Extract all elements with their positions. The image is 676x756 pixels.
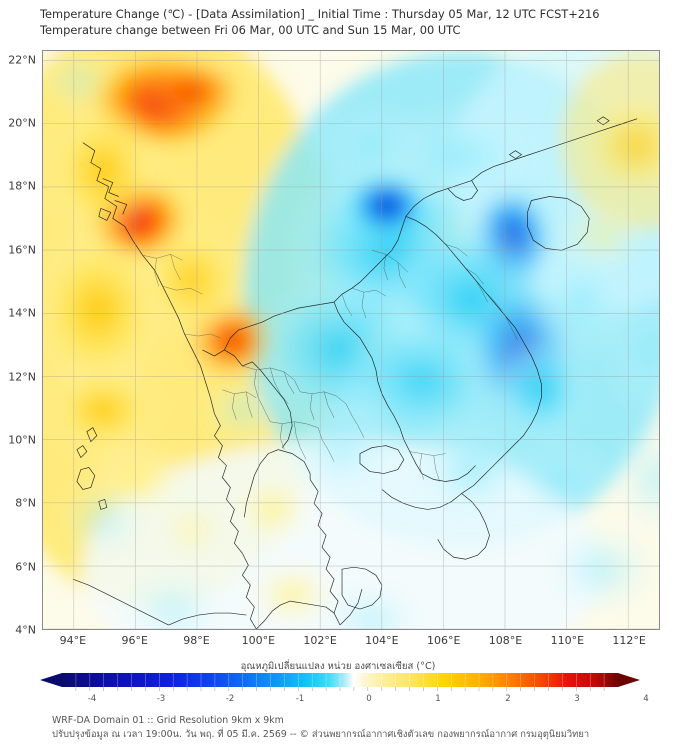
colorbar: [40, 671, 640, 695]
x-tick-108E: 108°E: [488, 634, 523, 647]
footer-line-1: WRF-DA Domain 01 :: Grid Resolution 9km …: [52, 715, 284, 726]
x-tick-104E: 104°E: [365, 634, 399, 647]
y-tick-10N: 10°N: [8, 433, 36, 447]
chart-title-block: Temperature Change (℃) - [Data Assimilat…: [40, 6, 670, 38]
y-tick-20N: 20°N: [8, 116, 36, 130]
title-line-1: Temperature Change (℃) - [Data Assimilat…: [40, 7, 600, 21]
colorbar-title: อุณหภูมิเปลี่ยนแปลง หน่วย องศาเซลเซียส (…: [240, 661, 436, 672]
x-tick-110E: 110°E: [550, 634, 585, 647]
x-tick-98E: 98°E: [183, 634, 210, 647]
x-tick-96E: 96°E: [121, 634, 148, 647]
y-tick-16N: 16°N: [8, 243, 36, 257]
cb-tick-1: 1: [435, 694, 441, 704]
colorbar-tick-labels: -4 -3 -2 -1 0 1 2 3 4: [0, 694, 676, 708]
y-tick-4N: 4°N: [15, 623, 36, 637]
x-tick-100E: 100°E: [241, 634, 276, 647]
y-tick-22N: 22°N: [8, 53, 36, 66]
x-tick-112E: 112°E: [612, 634, 646, 647]
y-tick-8N: 8°N: [15, 496, 36, 510]
cb-tick--2: -2: [225, 694, 235, 704]
cb-tick-2: 2: [505, 694, 511, 704]
y-tick-6N: 6°N: [15, 560, 36, 574]
x-tick-106E: 106°E: [426, 634, 461, 647]
cb-tick--4: -4: [87, 694, 97, 704]
y-axis: 22°N 20°N 18°N 16°N 14°N 12°N 10°N 8°N 6…: [0, 0, 42, 756]
cb-tick--1: -1: [295, 694, 305, 704]
footer-block: WRF-DA Domain 01 :: Grid Resolution 9km …: [52, 714, 672, 742]
cb-tick-3: 3: [574, 694, 580, 704]
cb-tick--3: -3: [156, 694, 166, 704]
y-tick-18N: 18°N: [8, 179, 36, 193]
x-tick-94E: 94°E: [59, 634, 87, 647]
colorbar-svg: [40, 673, 640, 691]
cb-tick-0: 0: [366, 694, 372, 704]
y-tick-14N: 14°N: [8, 306, 36, 320]
x-tick-102E: 102°E: [303, 634, 337, 647]
temperature-anomaly-map: [42, 50, 660, 630]
map-gridlines: [43, 51, 659, 629]
y-tick-12N: 12°N: [8, 370, 36, 384]
footer-line-2: ปรับปรุงข้อมูล ณ เวลา 19:00น. วัน พฤ. ที…: [52, 729, 590, 740]
cb-tick-4: 4: [643, 694, 649, 704]
map-svg: [43, 51, 659, 629]
title-line-2: Temperature change between Fri 06 Mar, 0…: [40, 23, 461, 37]
